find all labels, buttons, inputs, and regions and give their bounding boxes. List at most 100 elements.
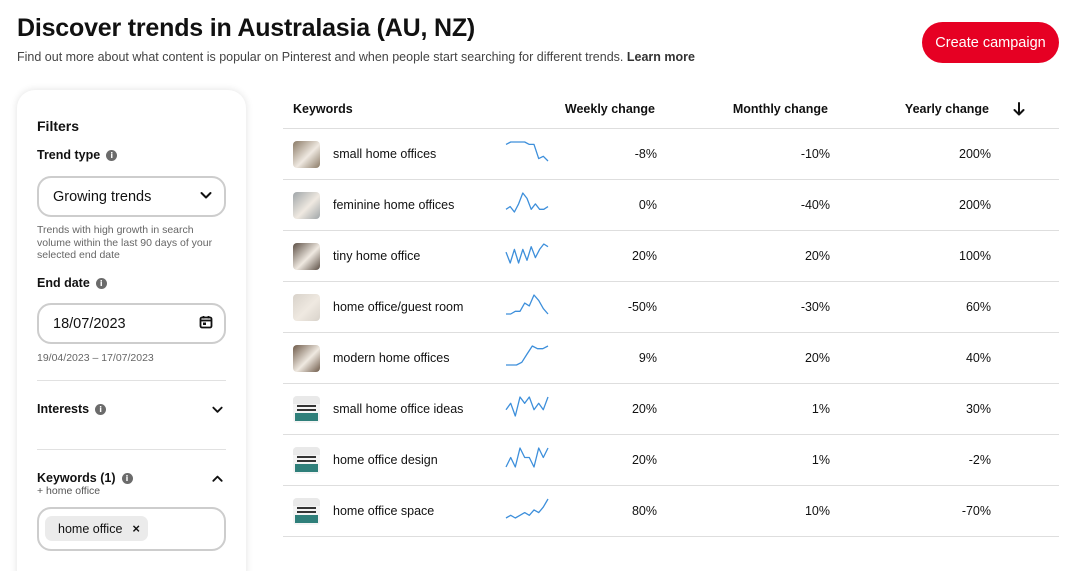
learn-more-link[interactable]: Learn more — [626, 50, 695, 64]
trend-sparkline — [506, 294, 549, 315]
sparkline-path — [505, 141, 549, 162]
monthly-change-value: -40% — [800, 198, 830, 212]
weekly-change-value: -50% — [627, 300, 657, 314]
keyword-thumbnail — [293, 345, 320, 372]
trend-sparkline — [505, 243, 549, 264]
yearly-change-value: -70% — [961, 504, 991, 518]
sparkline-path — [505, 243, 549, 264]
monthly-change-value: -10% — [800, 147, 830, 161]
keywords-sub: + home office — [37, 485, 101, 497]
filters-title: Filters — [37, 118, 80, 134]
table-row[interactable]: tiny home office 20% 20% 100% — [283, 231, 1059, 282]
weekly-change-value: 9% — [638, 351, 657, 365]
monthly-change-value: -30% — [800, 300, 830, 314]
yearly-change-value: 200% — [959, 147, 991, 161]
weekly-change-value: -8% — [634, 147, 657, 161]
weekly-change-value: 20% — [631, 249, 657, 263]
yearly-change-value: 40% — [965, 351, 991, 365]
table-row[interactable]: small home offices -8% -10% 200% — [283, 129, 1059, 180]
table-row[interactable]: small home office ideas 20% 1% 30% — [283, 384, 1059, 435]
keyword-label[interactable]: modern home offices — [333, 351, 450, 365]
info-icon[interactable]: i — [121, 472, 133, 484]
trend-type-label: Trend type i — [37, 148, 118, 162]
keyword-thumbnail — [293, 141, 320, 168]
weekly-change-value: 20% — [631, 402, 657, 416]
yearly-change-value: -2% — [968, 453, 991, 467]
keyword-label[interactable]: home office/guest room — [333, 300, 464, 314]
keywords-input[interactable] — [37, 507, 226, 551]
sparkline-path — [505, 498, 549, 519]
keyword-chip-label: home office — [58, 521, 123, 536]
table-header: Keywords Weekly change Monthly change Ye… — [283, 90, 1059, 129]
end-date-label-text: End date — [37, 276, 90, 290]
table-row[interactable]: home office/guest room -50% -30% 60% — [283, 282, 1059, 333]
trend-type-value: Growing trends — [53, 188, 152, 205]
chevron-down-icon[interactable] — [211, 403, 224, 421]
info-icon[interactable]: i — [95, 277, 107, 289]
keyword-chip: home office × — [45, 516, 148, 541]
monthly-change-value: 20% — [804, 351, 830, 365]
interests-label[interactable]: Interests i — [37, 402, 107, 416]
trend-sparkline — [505, 192, 549, 213]
trend-sparkline — [505, 447, 549, 468]
end-date-input[interactable]: 18/07/2023 — [37, 303, 226, 344]
pin-thumbnail — [293, 396, 320, 423]
keyword-thumbnail — [293, 243, 320, 270]
table-row[interactable]: feminine home offices 0% -40% 200% — [283, 180, 1059, 231]
monthly-change-value: 20% — [804, 249, 830, 263]
table-row[interactable]: home office space 80% 10% -70% — [283, 486, 1059, 537]
trend-sparkline — [505, 498, 549, 519]
yearly-change-value: 30% — [965, 402, 991, 416]
date-range-text: 19/04/2023 – 17/07/2023 — [37, 352, 154, 364]
col-weekly-change[interactable]: Weekly change — [564, 102, 655, 116]
trend-sparkline — [505, 141, 549, 162]
keyword-label[interactable]: small home offices — [333, 147, 437, 161]
hint-line: selected end date — [37, 249, 120, 261]
close-icon[interactable]: × — [132, 521, 140, 536]
pin-thumbnail — [293, 447, 320, 474]
calendar-icon[interactable] — [199, 315, 213, 333]
page-subtitle: Find out more about what content is popu… — [17, 50, 695, 64]
yearly-change-value: 60% — [965, 300, 991, 314]
interests-label-text: Interests — [37, 402, 90, 416]
keyword-label[interactable]: small home office ideas — [333, 402, 464, 416]
keyword-thumbnail — [293, 192, 320, 219]
monthly-change-value: 1% — [811, 402, 830, 416]
hint-line: volume within the last 90 days of your — [37, 236, 213, 249]
trend-type-label-text: Trend type — [37, 148, 101, 162]
create-campaign-button[interactable]: Create campaign — [922, 22, 1059, 63]
chevron-down-icon — [199, 188, 213, 206]
subtitle-text: Find out more about what content is popu… — [17, 50, 624, 64]
yearly-change-value: 200% — [959, 198, 991, 212]
col-keywords: Keywords — [293, 102, 353, 116]
info-icon[interactable]: i — [95, 403, 107, 415]
keyword-label[interactable]: home office design — [333, 453, 438, 467]
info-icon[interactable]: i — [106, 149, 118, 161]
keyword-label[interactable]: home office space — [333, 504, 435, 518]
yearly-change-value: 100% — [959, 249, 991, 263]
page-title: Discover trends in Australasia (AU, NZ) — [17, 14, 476, 42]
trend-type-select[interactable]: Growing trends — [37, 176, 226, 217]
chevron-up-icon[interactable] — [211, 472, 224, 490]
pin-thumbnail — [293, 498, 320, 525]
table-row[interactable]: home office design 20% 1% -2% — [283, 435, 1059, 486]
weekly-change-value: 80% — [631, 504, 657, 518]
sparkline-path — [505, 396, 549, 417]
end-date-label: End date i — [37, 276, 107, 290]
col-monthly-change[interactable]: Monthly change — [732, 102, 828, 116]
keywords-label-text: Keywords (1) — [37, 471, 116, 485]
divider — [37, 380, 226, 381]
keyword-label[interactable]: tiny home office — [333, 249, 421, 263]
sparkline-path — [505, 192, 549, 213]
col-yearly-change[interactable]: Yearly change — [904, 102, 989, 116]
monthly-change-value: 1% — [811, 453, 830, 467]
keyword-label[interactable]: feminine home offices — [333, 198, 455, 212]
table-row[interactable]: modern home offices 9% 20% 40% — [283, 333, 1059, 384]
keywords-label[interactable]: Keywords (1) i — [37, 471, 133, 485]
trend-sparkline — [506, 345, 549, 366]
sparkline-path — [506, 345, 549, 366]
sort-arrow-down-icon[interactable] — [1012, 101, 1026, 122]
table-body: small home offices -8% -10% 200% feminine ho… — [283, 129, 1059, 537]
trend-type-hint: Trends with high growth in search volume… — [37, 224, 212, 262]
